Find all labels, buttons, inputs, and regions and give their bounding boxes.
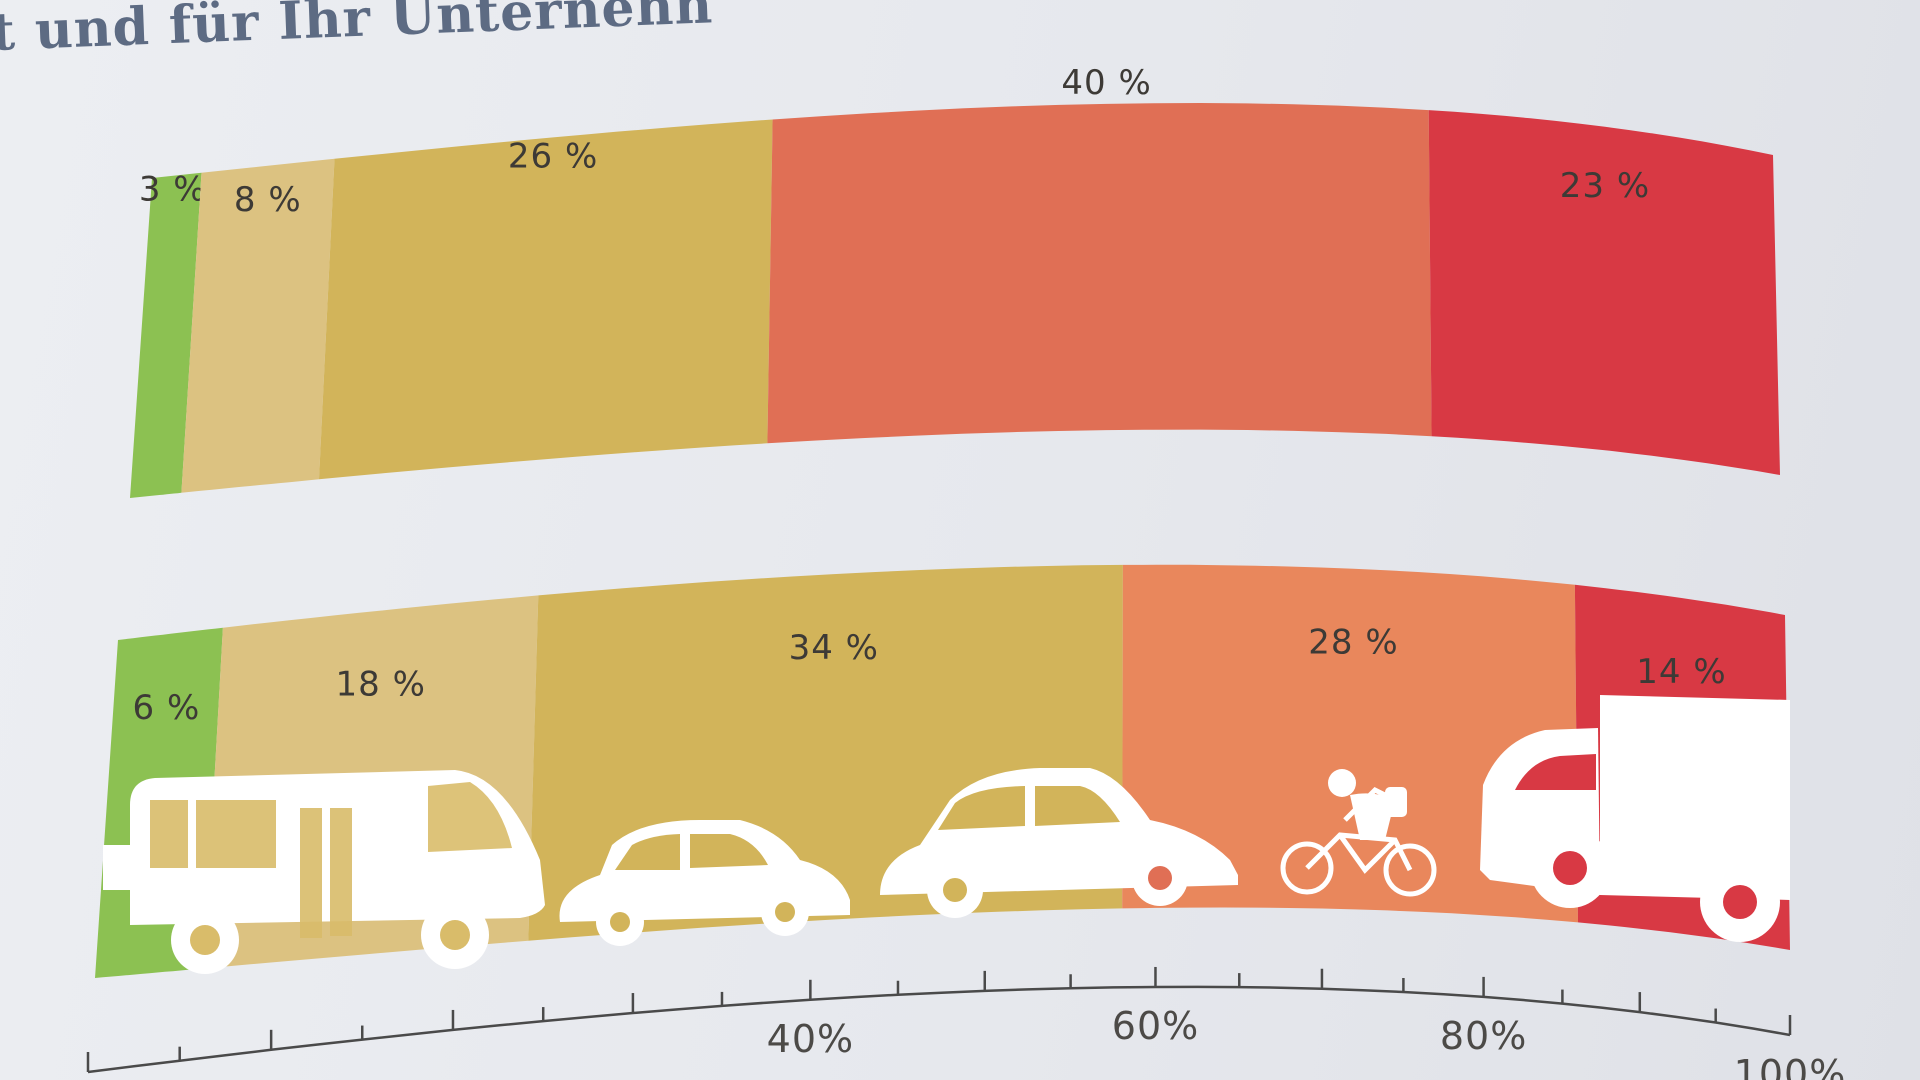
bus-wheel-hub [190, 925, 220, 955]
segment-label: 3 % [139, 169, 207, 209]
bar-chart-top: 3 % 8 % 26 % 40 % 23 % [130, 63, 1780, 499]
x-axis-line [87, 985, 1791, 1074]
x-axis-tick-label: 80% [1440, 1014, 1527, 1058]
segment-label: 18 % [336, 665, 426, 705]
segment-label: 28 % [1308, 623, 1398, 663]
x-axis: 40% 60% 80% 100% [86, 966, 1847, 1080]
segment-label: 23 % [1560, 166, 1650, 206]
truck-details [1515, 754, 1757, 919]
segment-label: 26 % [508, 136, 598, 176]
vehicle-icons [103, 695, 1790, 974]
car-windows [938, 786, 1120, 902]
segment-label: 14 % [1636, 652, 1726, 692]
bar-segment [1428, 110, 1780, 475]
small-car-windows [610, 834, 795, 932]
car-wheel-hub [1148, 866, 1172, 890]
cyclist-body [1328, 769, 1407, 840]
segment-label: 40 % [1061, 63, 1151, 103]
bar-segment [130, 172, 202, 499]
bar-segment [1122, 564, 1578, 923]
x-axis-tick-label: 100% [1734, 1052, 1847, 1080]
bar-segment [319, 119, 773, 480]
x-axis-tick-label: 60% [1112, 1004, 1199, 1048]
segment-label: 8 % [234, 180, 302, 220]
x-axis-tick-label: 40% [767, 1017, 854, 1061]
segment-label: 34 % [789, 628, 879, 668]
bus-wheel-hub [440, 920, 470, 950]
bar-segment [181, 158, 335, 493]
bar-segment [767, 103, 1432, 444]
bus-windows [150, 782, 512, 938]
segment-label: 6 % [133, 688, 201, 728]
